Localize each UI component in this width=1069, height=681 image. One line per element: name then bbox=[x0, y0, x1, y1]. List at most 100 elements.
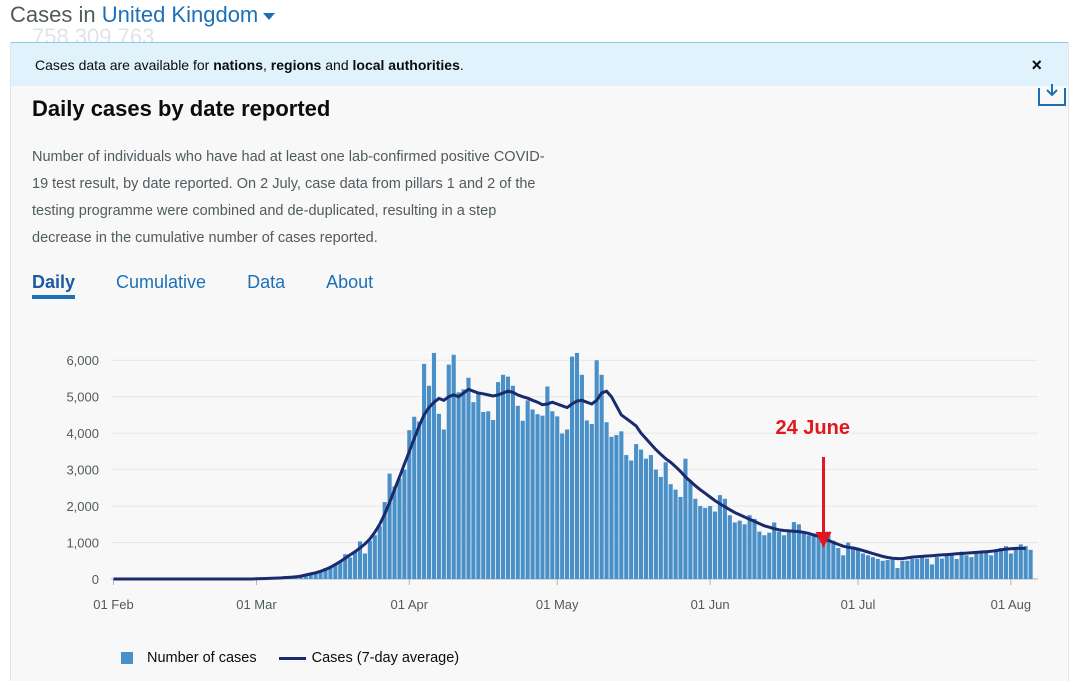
tab-data[interactable]: Data bbox=[247, 272, 286, 292]
bar bbox=[367, 540, 372, 579]
bar bbox=[318, 571, 323, 579]
bar bbox=[974, 551, 979, 579]
bar bbox=[323, 568, 328, 579]
bar bbox=[357, 541, 363, 579]
bar bbox=[747, 515, 752, 579]
bar bbox=[870, 557, 875, 579]
bar bbox=[717, 495, 723, 579]
bar bbox=[752, 518, 757, 579]
bar bbox=[648, 455, 653, 579]
bar bbox=[698, 506, 703, 579]
bar bbox=[431, 352, 437, 579]
bar bbox=[984, 550, 989, 579]
banner-sep: , bbox=[263, 56, 271, 73]
bar bbox=[860, 553, 866, 579]
chart-tabs: Daily Cumulative Data About bbox=[32, 272, 414, 299]
bar bbox=[333, 564, 338, 579]
bar bbox=[806, 535, 811, 579]
bar bbox=[920, 557, 925, 579]
annotation-arrow-head bbox=[815, 532, 832, 548]
bar bbox=[397, 478, 402, 579]
bar bbox=[471, 402, 476, 579]
bar bbox=[382, 502, 387, 579]
bar bbox=[895, 568, 900, 579]
bar bbox=[855, 549, 861, 579]
bar bbox=[841, 555, 846, 579]
bar bbox=[880, 560, 885, 579]
download-icon[interactable] bbox=[1038, 84, 1066, 106]
bar bbox=[639, 449, 644, 579]
bar bbox=[929, 564, 935, 579]
gridlines bbox=[111, 359, 1038, 580]
y-tick-label: 1,000 bbox=[66, 536, 99, 551]
bar bbox=[422, 363, 427, 579]
bar bbox=[851, 546, 856, 579]
legend-bar-swatch bbox=[121, 652, 133, 664]
bar bbox=[328, 566, 333, 579]
bar bbox=[1023, 546, 1028, 579]
banner-end: . bbox=[459, 56, 464, 73]
bar bbox=[688, 480, 693, 579]
bar bbox=[998, 548, 1004, 579]
bar bbox=[643, 458, 649, 579]
area-selector[interactable]: United Kingdom bbox=[101, 2, 259, 27]
bar bbox=[377, 526, 382, 579]
bar bbox=[520, 420, 525, 579]
bar bbox=[801, 531, 806, 579]
bar bbox=[777, 531, 782, 579]
bar bbox=[486, 411, 491, 579]
bar bbox=[969, 557, 974, 579]
tab-cumulative[interactable]: Cumulative bbox=[116, 272, 207, 292]
bar bbox=[673, 489, 678, 579]
bar bbox=[885, 560, 890, 579]
nations-link[interactable]: nations bbox=[213, 56, 263, 73]
bar bbox=[915, 558, 920, 579]
bar bbox=[407, 430, 412, 579]
bar bbox=[569, 356, 575, 579]
bar bbox=[466, 377, 471, 579]
chevron-down-icon[interactable] bbox=[263, 12, 276, 20]
x-tick-label: 01 Mar bbox=[236, 597, 277, 612]
close-icon[interactable]: × bbox=[1031, 55, 1042, 75]
bar bbox=[565, 429, 570, 579]
bar bbox=[338, 560, 343, 579]
bar bbox=[589, 424, 594, 579]
bar bbox=[954, 558, 959, 579]
bar bbox=[658, 476, 663, 579]
x-tick-label: 01 Apr bbox=[391, 597, 429, 612]
chart-description: Number of individuals who have had at le… bbox=[32, 149, 545, 246]
bar bbox=[732, 522, 737, 579]
bar bbox=[372, 535, 377, 579]
x-tick-label: 01 Jul bbox=[841, 597, 876, 612]
tab-daily[interactable]: Daily bbox=[32, 272, 76, 299]
bar bbox=[772, 522, 777, 579]
seven-day-average-line bbox=[113, 387, 1026, 581]
bar bbox=[712, 511, 718, 579]
bar bbox=[683, 458, 688, 579]
bars-series bbox=[254, 352, 1033, 579]
bar bbox=[757, 531, 762, 579]
bar bbox=[599, 374, 604, 579]
bar bbox=[727, 515, 732, 579]
bar bbox=[402, 469, 407, 579]
banner-text: Cases data are available for bbox=[35, 56, 214, 73]
regions-link[interactable]: regions bbox=[270, 56, 322, 73]
bar bbox=[722, 498, 727, 579]
bar bbox=[826, 531, 831, 579]
y-axis: 0 1,000 2,000 3,000 4,000 5,000 6,000 bbox=[66, 353, 99, 587]
bar bbox=[989, 555, 994, 579]
bar bbox=[619, 431, 624, 579]
bar bbox=[436, 413, 441, 579]
bar bbox=[816, 537, 821, 579]
bar bbox=[1013, 548, 1018, 579]
bar bbox=[693, 498, 698, 579]
tab-about[interactable]: About bbox=[326, 272, 374, 292]
bar bbox=[510, 385, 515, 579]
legend-bar-label: Number of cases bbox=[147, 650, 257, 666]
bar bbox=[441, 429, 446, 579]
bar bbox=[653, 469, 658, 579]
bar bbox=[875, 558, 880, 579]
bar bbox=[708, 506, 713, 579]
legend-line-swatch bbox=[278, 656, 306, 660]
local-authorities-link[interactable]: local authorities bbox=[352, 56, 460, 73]
